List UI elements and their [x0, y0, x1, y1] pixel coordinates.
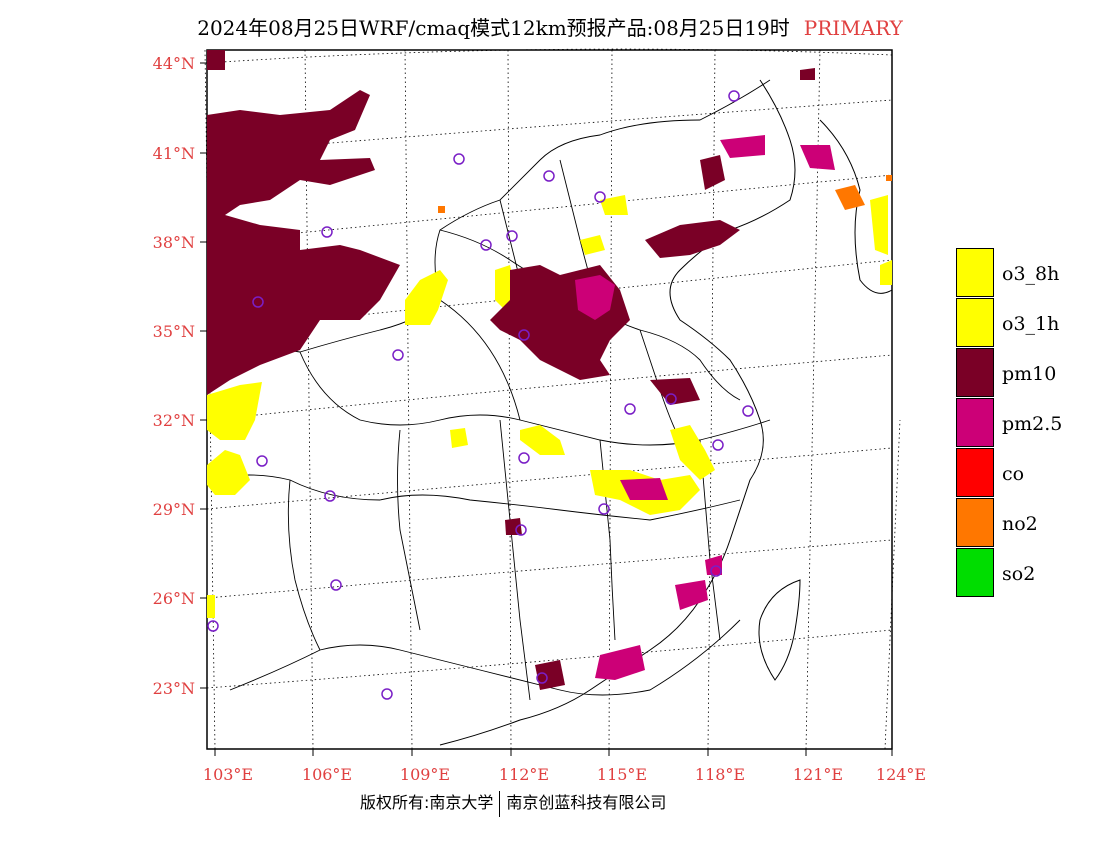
o3-central-4 [520, 425, 565, 455]
legend-item-no2: no2 [956, 498, 1100, 548]
pm10-north [800, 68, 815, 80]
legend-swatch [956, 298, 994, 347]
pm25-guangdong [595, 645, 645, 680]
legend-item-so2: so2 [956, 548, 1100, 598]
o3-west-2 [207, 450, 250, 495]
o3-north-2 [600, 195, 628, 215]
pm10-corner [207, 50, 225, 70]
pm25-fujian [675, 580, 708, 610]
title-text: 2024年08月25日WRF/cmaq模式12km预报产品:08月25日19时 [197, 16, 790, 40]
lon-label: 115°E [597, 765, 647, 784]
lon-label: 118°E [695, 765, 745, 784]
legend-label: so2 [1002, 563, 1036, 585]
no2-edge [886, 175, 892, 181]
lat-label: 26°N [153, 589, 195, 608]
legend-label: o3_8h [1002, 263, 1060, 285]
lat-ticks [200, 62, 207, 689]
pm10-liaoning [700, 155, 725, 190]
legend-label: co [1002, 463, 1025, 485]
legend-label: no2 [1002, 513, 1038, 535]
o3-west-1 [207, 382, 262, 440]
pm25-northeast [800, 145, 835, 170]
lat-label: 44°N [153, 54, 195, 73]
copyright-owner: 版权所有:南京大学 [360, 793, 494, 812]
lat-label: 35°N [153, 322, 195, 341]
legend-swatch [956, 248, 994, 297]
legend-item-co: co [956, 448, 1100, 498]
pollution-layer [207, 50, 892, 690]
copyright: 版权所有:南京大学 南京创蓝科技有限公司 [360, 789, 666, 817]
pm10-shandong [645, 220, 740, 258]
lat-labels: 44°N 41°N 38°N 35°N 32°N 29°N 26°N 23°N [153, 54, 195, 698]
o3-east-2 [670, 425, 715, 480]
legend-item-pm25: pm2.5 [956, 398, 1100, 448]
o3-east-edge [880, 260, 892, 285]
graticule [204, 48, 901, 750]
o3-central-3 [450, 428, 468, 448]
pm25-jiangxi [620, 478, 668, 500]
legend-swatch [956, 498, 994, 547]
pm25-central [575, 275, 615, 320]
legend-item-o3-8h: o3_8h [956, 248, 1100, 298]
copyright-company: 南京创蓝科技有限公司 [506, 793, 667, 812]
legend-item-o3-1h: o3_1h [956, 298, 1100, 348]
copyright-separator [499, 790, 501, 817]
no2-central [438, 206, 445, 213]
legend: o3_8h o3_1h pm10 pm2.5 co no2 so2 [956, 248, 1100, 598]
pm25-liaoning [720, 135, 765, 158]
station-markers [207, 90, 754, 700]
o3-central-1 [405, 270, 448, 325]
pm10-anhui [650, 378, 700, 405]
legend-label: pm2.5 [1002, 413, 1063, 435]
legend-label: pm10 [1002, 363, 1057, 385]
legend-swatch [956, 448, 994, 497]
title-tag: PRIMARY [803, 16, 903, 40]
map-title: 2024年08月25日WRF/cmaq模式12km预报产品:08月25日19时 P… [0, 12, 1100, 41]
o3-west-3 [207, 595, 215, 618]
pm10-west [207, 90, 400, 395]
lon-label: 121°E [793, 765, 843, 784]
lat-label: 23°N [153, 679, 195, 698]
legend-swatch [956, 348, 994, 397]
pm10-hunan [505, 518, 522, 535]
no2-korea [835, 185, 865, 210]
lon-label: 109°E [400, 765, 450, 784]
lat-label: 29°N [153, 500, 195, 519]
lon-label: 103°E [203, 765, 253, 784]
lon-label: 124°E [876, 765, 926, 784]
lon-ticks [214, 749, 893, 756]
pm25-coast [705, 555, 722, 575]
legend-item-pm10: pm10 [956, 348, 1100, 398]
lon-label: 106°E [302, 765, 352, 784]
lat-label: 38°N [153, 233, 195, 252]
o3-korea [870, 195, 888, 255]
lat-label: 41°N [153, 144, 195, 163]
lat-label: 32°N [153, 411, 195, 430]
pm10-guangdong [535, 660, 565, 690]
lon-labels: 103°E 106°E 109°E 112°E 115°E 118°E 121°… [203, 765, 926, 784]
o3-north-1 [580, 235, 605, 255]
legend-swatch [956, 548, 994, 597]
legend-swatch [956, 398, 994, 447]
coastline [439, 79, 893, 746]
lon-label: 112°E [499, 765, 549, 784]
legend-label: o3_1h [1002, 313, 1060, 335]
